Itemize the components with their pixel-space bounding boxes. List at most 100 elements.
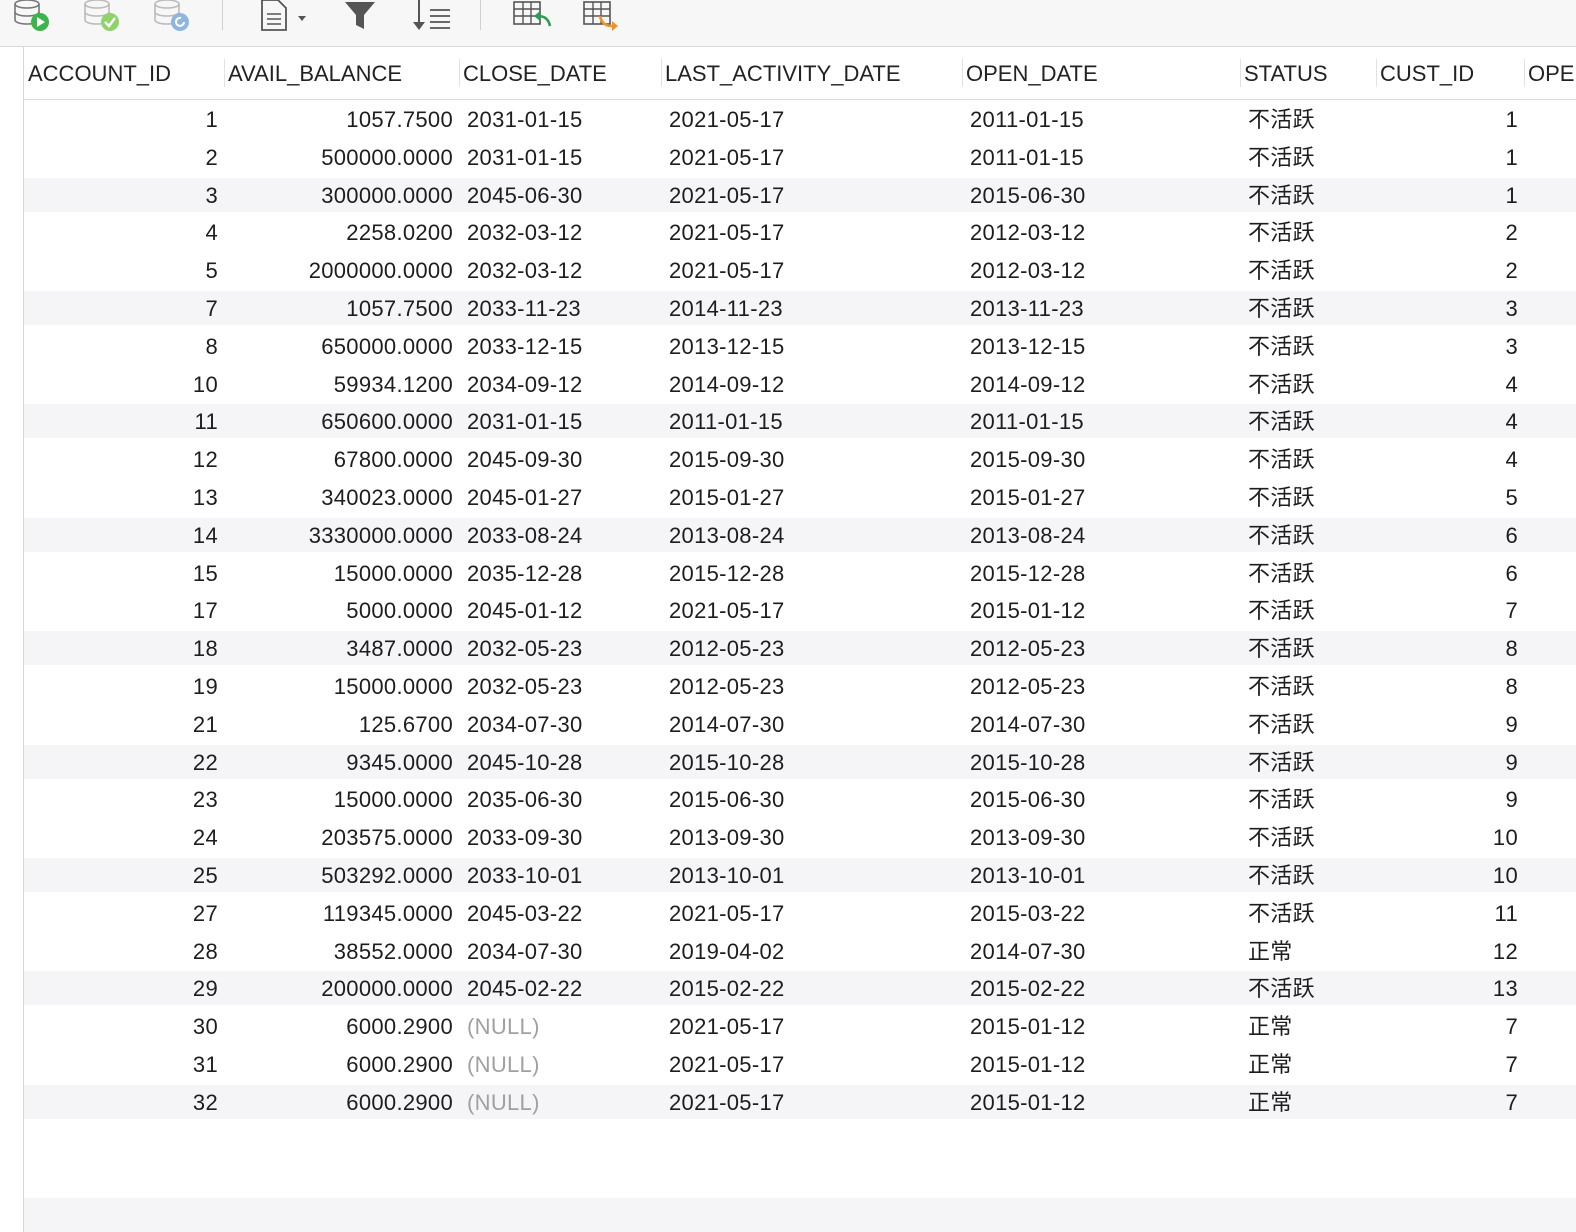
cell-account-id[interactable]: 8 [205, 333, 218, 359]
column-resize-handle[interactable] [1524, 59, 1525, 87]
cell-last-activity-date[interactable]: 2021-05-17 [669, 144, 785, 170]
cell-last-activity-date[interactable]: 2015-01-27 [669, 485, 785, 510]
commit-button[interactable] [80, 0, 124, 36]
cell-cust-id[interactable]: 1 [1505, 144, 1518, 170]
cell-avail-balance[interactable]: 300000.0000 [321, 182, 453, 208]
cell-last-activity-date[interactable]: 2021-05-17 [669, 900, 785, 926]
cell-cust-id[interactable]: 4 [1505, 447, 1518, 473]
cell-avail-balance[interactable]: 67800.0000 [333, 447, 453, 473]
cell-close-date[interactable]: 2035-06-30 [467, 787, 583, 813]
cell-open-date[interactable]: 2012-05-23 [970, 636, 1086, 662]
cell-status[interactable]: 不活跃 [1248, 296, 1315, 321]
table-row[interactable]: 31 6000.2900 (NULL) 2021-05-17 2015-01-12 正常 7 [0, 1047, 1576, 1081]
cell-account-id[interactable]: 14 [192, 522, 218, 548]
cell-status[interactable]: 不活跃 [1248, 220, 1315, 246]
cell-status[interactable]: 正常 [1248, 1052, 1293, 1077]
cell-account-id[interactable]: 2 [205, 144, 218, 170]
cell-status[interactable]: 正常 [1248, 1089, 1293, 1115]
cell-cust-id[interactable]: 8 [1505, 674, 1518, 699]
cell-last-activity-date[interactable]: 2015-09-30 [669, 447, 785, 473]
cell-close-date[interactable]: 2045-06-30 [467, 182, 583, 208]
table-row[interactable]: 28 38552.0000 2034-07-30 2019-04-02 2014-07-… [0, 934, 1576, 968]
cell-last-activity-date[interactable]: 2021-05-17 [669, 1089, 785, 1115]
cell-account-id[interactable]: 30 [192, 1014, 218, 1040]
table-row[interactable]: 8 650000.0000 2033-12-15 2013-12-15 2013-12-… [0, 329, 1576, 363]
table-row[interactable]: 4 2258.0200 2032-03-12 2021-05-17 2012-03-12… [0, 215, 1576, 249]
cell-open-date[interactable]: 2014-09-12 [970, 371, 1086, 397]
cell-open-date[interactable]: 2013-10-01 [970, 863, 1086, 888]
cell-status[interactable]: 不活跃 [1248, 976, 1315, 1002]
cell-cust-id[interactable]: 1 [1505, 107, 1518, 132]
cell-open-date[interactable]: 2015-01-27 [970, 485, 1086, 510]
cell-close-date[interactable]: 2045-02-22 [467, 976, 583, 1002]
cell-close-date[interactable]: 2032-05-23 [467, 636, 583, 662]
cell-cust-id[interactable]: 8 [1505, 636, 1518, 662]
cell-avail-balance[interactable]: 1057.7500 [346, 296, 453, 321]
cell-close-date[interactable]: (NULL) [467, 1014, 540, 1040]
cell-open-date[interactable]: 2014-07-30 [970, 711, 1086, 737]
table-row[interactable]: 21 125.6700 2034-07-30 2014-07-30 2014-07-30… [0, 707, 1576, 741]
cell-close-date[interactable]: 2034-07-30 [467, 711, 583, 737]
filter-button[interactable] [340, 0, 384, 36]
cell-avail-balance[interactable]: 6000.2900 [346, 1014, 453, 1040]
cell-status[interactable]: 不活跃 [1248, 560, 1315, 586]
cell-close-date[interactable]: 2033-11-23 [467, 296, 581, 321]
cell-account-id[interactable]: 15 [192, 560, 218, 586]
cell-last-activity-date[interactable]: 2021-05-17 [669, 182, 785, 208]
cell-cust-id[interactable]: 3 [1505, 333, 1518, 359]
cell-account-id[interactable]: 24 [192, 825, 218, 851]
cell-account-id[interactable]: 7 [205, 296, 218, 321]
cell-avail-balance[interactable]: 119345.0000 [322, 900, 453, 926]
cell-account-id[interactable]: 25 [192, 863, 218, 888]
cell-avail-balance[interactable]: 15000.0000 [333, 787, 453, 813]
cell-open-date[interactable]: 2015-01-12 [970, 1052, 1086, 1077]
cell-last-activity-date[interactable]: 2012-05-23 [669, 674, 785, 699]
cell-status[interactable]: 不活跃 [1248, 485, 1315, 510]
cell-status[interactable]: 不活跃 [1248, 636, 1315, 662]
table-row[interactable]: 19 15000.0000 2032-05-23 2012-05-23 2012-05-… [0, 669, 1576, 703]
table-row[interactable]: 11 650600.0000 2031-01-15 2011-01-15 2011-01… [0, 404, 1576, 439]
result-grid[interactable]: ACCOUNT_ID AVAIL_BALANCE CLOSE_DATE LAST_AC… [0, 47, 1576, 1232]
cell-status[interactable]: 不活跃 [1248, 674, 1315, 699]
cell-avail-balance[interactable]: 3487.0000 [346, 636, 453, 662]
column-resize-handle[interactable] [459, 59, 460, 87]
table-row[interactable]: 10 59934.1200 2034-09-12 2014-09-12 2014-09-… [0, 367, 1576, 401]
column-header-status[interactable]: STATUS [1244, 61, 1328, 86]
cell-open-date[interactable]: 2013-08-24 [970, 522, 1086, 548]
column-header-cust-id[interactable]: CUST_ID [1380, 61, 1475, 86]
cell-avail-balance[interactable]: 38552.0000 [333, 938, 453, 964]
cell-avail-balance[interactable]: 59934.1200 [333, 371, 453, 397]
cell-status[interactable]: 不活跃 [1248, 522, 1315, 548]
column-resize-handle[interactable] [224, 59, 225, 87]
cell-status[interactable]: 不活跃 [1248, 711, 1315, 737]
cell-avail-balance[interactable]: 5000.0000 [346, 598, 453, 624]
column-header-avail-balance[interactable]: AVAIL_BALANCE [228, 61, 403, 86]
cell-open-date[interactable]: 2015-01-12 [970, 598, 1086, 624]
cell-close-date[interactable]: 2031-01-15 [467, 409, 583, 435]
cell-cust-id[interactable]: 6 [1505, 522, 1518, 548]
cell-avail-balance[interactable]: 6000.2900 [346, 1089, 453, 1115]
cell-last-activity-date[interactable]: 2019-04-02 [669, 938, 785, 964]
table-row[interactable]: 7 1057.7500 2033-11-23 2014-11-23 2013-11-23… [0, 291, 1576, 325]
cell-open-date[interactable]: 2012-03-12 [970, 220, 1086, 246]
cell-close-date[interactable]: 2035-12-28 [467, 560, 583, 586]
cell-avail-balance[interactable]: 15000.0000 [333, 560, 453, 586]
cell-open-date[interactable]: 2015-02-22 [970, 976, 1086, 1002]
cell-open-date[interactable]: 2011-01-15 [970, 144, 1084, 170]
cell-avail-balance[interactable]: 503292.0000 [321, 863, 453, 888]
cell-status[interactable]: 不活跃 [1248, 749, 1315, 775]
column-header-close-date[interactable]: CLOSE_DATE [463, 61, 607, 86]
cell-cust-id[interactable]: 7 [1505, 598, 1518, 624]
cell-cust-id[interactable]: 12 [1492, 938, 1518, 964]
cell-status[interactable]: 不活跃 [1248, 825, 1315, 851]
cell-avail-balance[interactable]: 9345.0000 [346, 749, 453, 775]
cell-open-date[interactable]: 2013-11-23 [970, 296, 1084, 321]
cell-open-date[interactable]: 2011-01-15 [970, 409, 1084, 435]
cell-cust-id[interactable]: 4 [1505, 409, 1518, 435]
cell-open-date[interactable]: 2013-09-30 [970, 825, 1086, 851]
cell-close-date[interactable]: 2045-01-12 [467, 598, 583, 624]
run-query-button[interactable] [10, 0, 54, 36]
cell-open-date[interactable]: 2014-07-30 [970, 938, 1086, 964]
cell-last-activity-date[interactable]: 2021-05-17 [669, 258, 785, 284]
cell-close-date[interactable]: 2045-10-28 [467, 749, 583, 775]
